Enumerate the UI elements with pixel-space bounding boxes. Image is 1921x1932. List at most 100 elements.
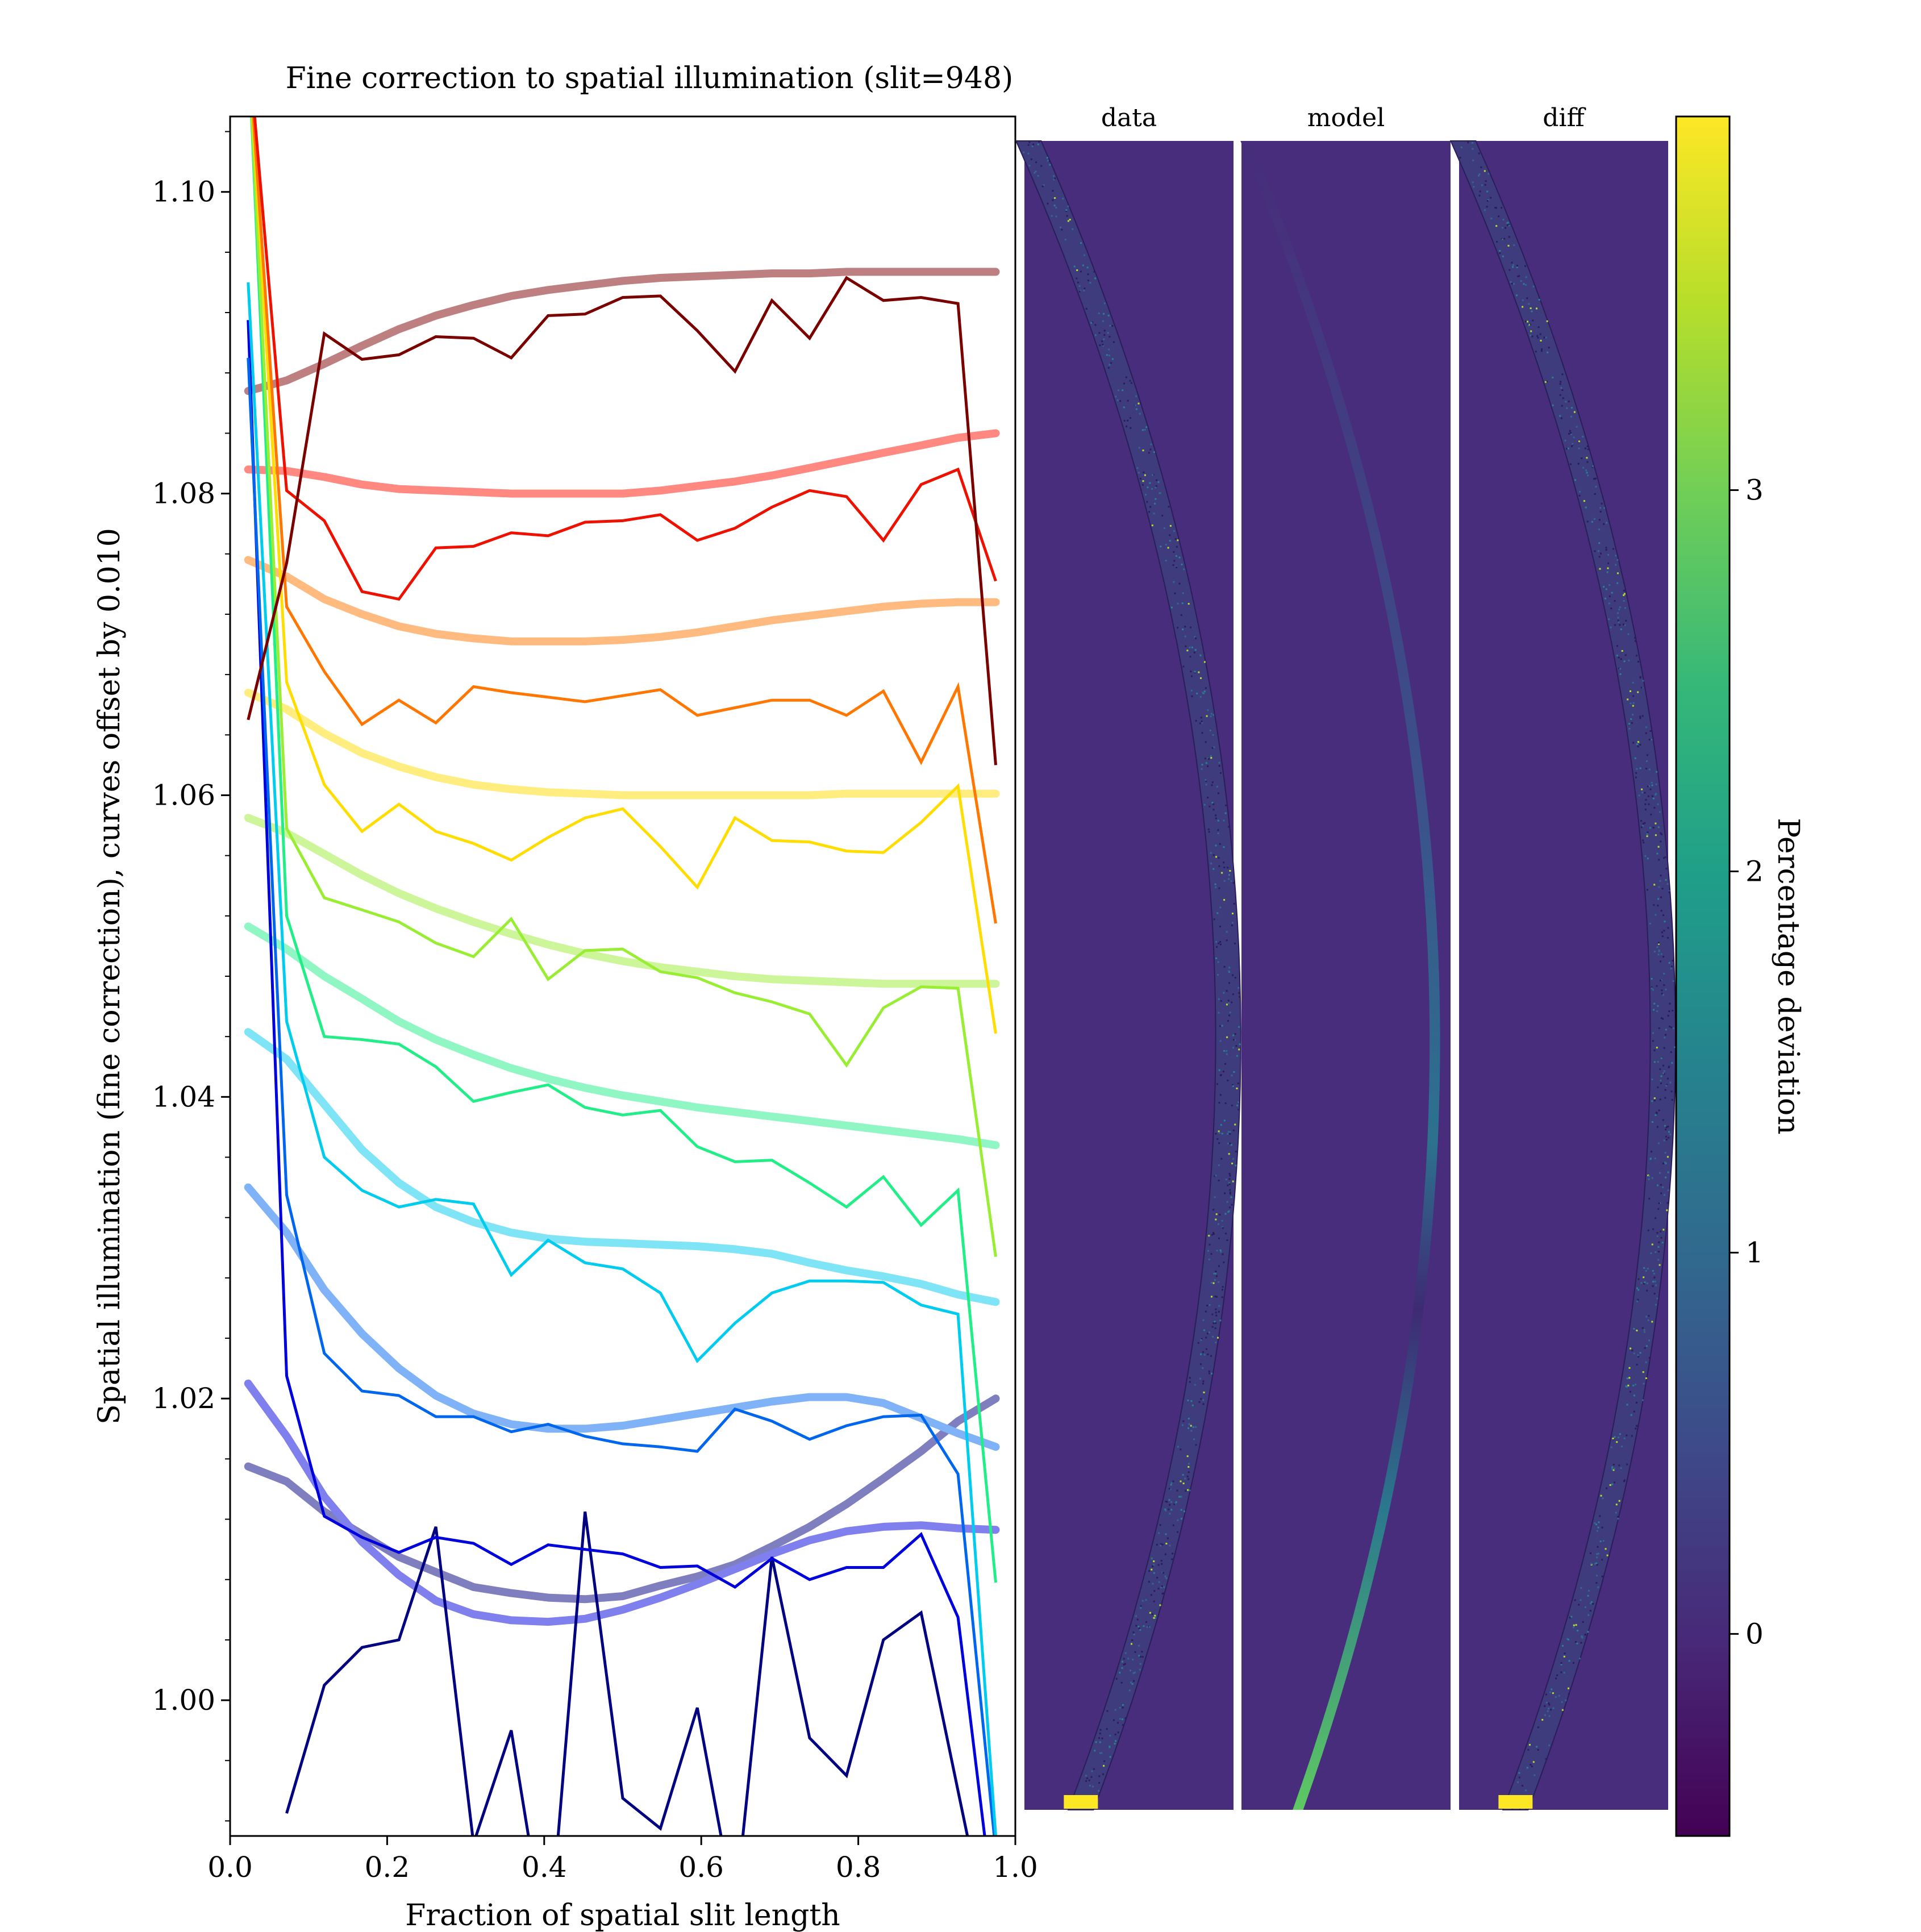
speckle bbox=[1210, 1355, 1212, 1357]
speckle bbox=[1218, 857, 1220, 859]
speckle bbox=[1637, 1298, 1639, 1301]
speckle bbox=[1219, 843, 1221, 845]
speckle bbox=[1201, 732, 1203, 734]
speckle bbox=[1232, 922, 1234, 924]
speckle bbox=[1636, 768, 1638, 770]
speckle bbox=[1655, 914, 1657, 916]
speckle bbox=[1582, 467, 1584, 469]
speckle bbox=[1660, 1082, 1662, 1084]
speckle bbox=[1653, 807, 1656, 809]
speckle bbox=[1152, 1565, 1153, 1567]
speckle bbox=[1478, 173, 1481, 176]
speckle bbox=[1617, 612, 1619, 614]
speckle bbox=[1091, 321, 1093, 323]
data-line-6 bbox=[251, 116, 997, 1034]
speckle bbox=[1652, 989, 1654, 991]
speckle bbox=[1650, 813, 1652, 815]
speckle bbox=[1190, 689, 1193, 692]
speckle bbox=[1182, 1483, 1185, 1485]
speckle bbox=[1522, 1785, 1523, 1787]
speckle bbox=[1195, 720, 1197, 722]
speckle bbox=[1662, 1163, 1664, 1165]
speckle bbox=[1203, 1354, 1206, 1356]
speckle bbox=[1220, 1124, 1222, 1126]
speckle bbox=[1187, 1463, 1190, 1465]
speckle bbox=[1149, 448, 1152, 451]
speckle bbox=[1170, 1484, 1172, 1486]
speckle bbox=[1660, 1192, 1662, 1194]
speckle bbox=[1103, 330, 1106, 332]
speckle bbox=[1655, 834, 1657, 836]
speckle bbox=[1226, 1239, 1228, 1241]
speckle bbox=[1649, 788, 1652, 790]
speckle bbox=[1623, 623, 1624, 626]
speckle bbox=[1530, 330, 1532, 332]
speckle bbox=[1216, 912, 1219, 914]
speckle bbox=[1121, 1667, 1123, 1669]
speckle bbox=[1207, 1354, 1209, 1355]
speckle bbox=[1195, 1444, 1197, 1446]
speckle bbox=[1178, 556, 1181, 559]
speckle bbox=[1155, 498, 1157, 500]
speckle bbox=[1236, 1055, 1238, 1057]
speckle bbox=[1665, 1029, 1667, 1031]
speckle bbox=[1151, 1557, 1153, 1559]
speckle bbox=[1212, 803, 1215, 805]
speckle bbox=[1239, 1043, 1241, 1046]
speckle bbox=[1633, 1352, 1635, 1355]
speckle bbox=[1550, 1709, 1552, 1711]
speckle bbox=[1630, 702, 1632, 705]
speckle bbox=[1122, 1724, 1124, 1726]
speckle bbox=[1037, 143, 1039, 145]
speckle bbox=[1237, 1109, 1240, 1111]
speckle bbox=[1177, 1519, 1179, 1521]
speckle bbox=[1228, 1173, 1231, 1175]
speckle bbox=[1547, 1710, 1549, 1712]
speckle bbox=[1223, 992, 1225, 994]
speckle bbox=[1658, 859, 1660, 861]
speckle bbox=[1535, 351, 1537, 353]
speckle bbox=[1614, 1481, 1616, 1484]
speckle bbox=[1141, 1651, 1143, 1653]
speckle bbox=[1191, 695, 1193, 697]
speckle bbox=[1649, 827, 1651, 829]
speckle bbox=[1671, 1062, 1673, 1064]
speckle bbox=[1485, 180, 1487, 182]
speckle bbox=[1207, 709, 1209, 711]
speckle bbox=[1624, 607, 1626, 609]
speckle bbox=[1640, 686, 1643, 689]
speckle bbox=[1109, 355, 1110, 357]
speckle bbox=[1180, 614, 1182, 616]
speckle bbox=[1146, 1626, 1148, 1628]
speckle bbox=[1620, 628, 1622, 630]
speckle bbox=[1238, 992, 1240, 994]
speckle bbox=[1597, 1546, 1599, 1548]
speckle bbox=[1106, 354, 1108, 356]
bright-cluster bbox=[1064, 1795, 1098, 1809]
speckle bbox=[1169, 1513, 1171, 1515]
speckle bbox=[1194, 671, 1196, 673]
speckle bbox=[1211, 1326, 1214, 1328]
speckle bbox=[1145, 426, 1148, 428]
speckle bbox=[1649, 1158, 1652, 1160]
y-tick-label: 1.10 bbox=[152, 176, 215, 209]
speckle bbox=[1219, 1025, 1221, 1027]
speckle bbox=[1229, 1142, 1231, 1144]
speckle bbox=[1220, 1157, 1223, 1160]
speckle bbox=[1161, 1585, 1163, 1587]
y-tick-label: 1.04 bbox=[152, 1080, 215, 1113]
speckle bbox=[1478, 152, 1480, 155]
speckle bbox=[1202, 692, 1204, 694]
speckle bbox=[1228, 1182, 1231, 1184]
speckle bbox=[1214, 1196, 1216, 1198]
speckle bbox=[1665, 1135, 1667, 1138]
speckle bbox=[1660, 896, 1662, 898]
speckle bbox=[1610, 607, 1612, 610]
data-line-5 bbox=[250, 116, 997, 1258]
speckle bbox=[1666, 1202, 1669, 1204]
speckle bbox=[1131, 1643, 1132, 1645]
y-tick-label: 1.06 bbox=[152, 778, 215, 811]
speckle bbox=[1664, 1161, 1666, 1164]
speckle bbox=[1578, 1604, 1580, 1606]
speckle bbox=[1212, 868, 1215, 870]
